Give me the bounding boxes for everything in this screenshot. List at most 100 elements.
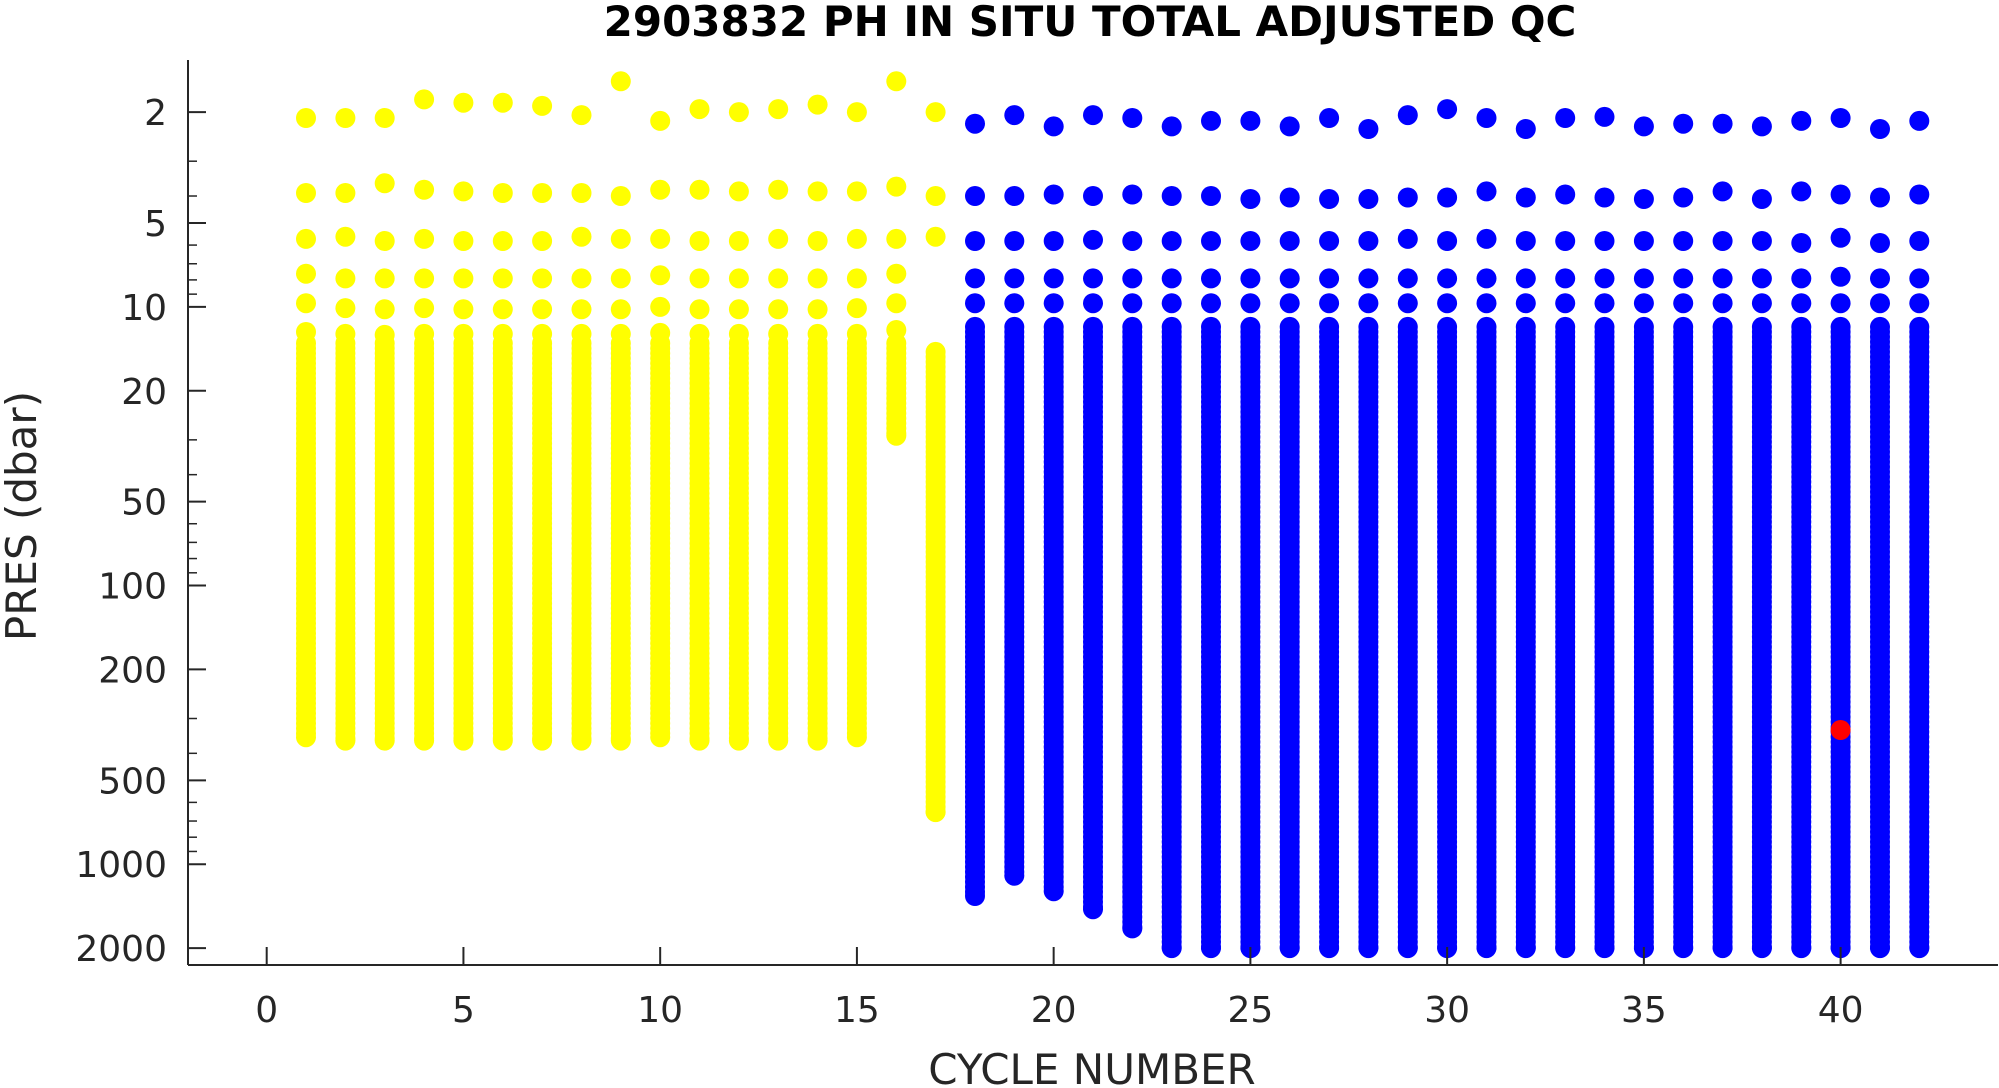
- data-point: [886, 425, 907, 446]
- data-point: [1201, 110, 1221, 131]
- data-point: [728, 730, 749, 751]
- data-point: [414, 730, 435, 751]
- data-point: [296, 263, 316, 284]
- data-point: [1476, 938, 1497, 959]
- data-point: [1279, 187, 1300, 208]
- data-point: [1279, 268, 1300, 289]
- data-point: [689, 99, 710, 120]
- data-point: [1201, 938, 1221, 959]
- data-point: [1122, 108, 1143, 128]
- data-point: [571, 268, 592, 289]
- data-point: [1201, 293, 1221, 314]
- data-point: [1791, 110, 1812, 131]
- data-point: [1122, 918, 1143, 939]
- data-point: [453, 181, 474, 202]
- data-point: [610, 186, 631, 206]
- data-point: [689, 730, 710, 751]
- data-point: [1515, 187, 1536, 208]
- data-point: [925, 186, 946, 206]
- data-point: [807, 181, 828, 202]
- data-point: [886, 176, 907, 197]
- data-point: [807, 268, 828, 289]
- data-point: [453, 730, 474, 751]
- data-point: [1633, 189, 1654, 209]
- data-point: [1633, 293, 1654, 314]
- data-point: [1397, 105, 1418, 126]
- data-point: [1791, 293, 1812, 314]
- data-point: [1555, 938, 1576, 959]
- data-point: [1830, 108, 1851, 128]
- data-point: [886, 293, 907, 314]
- data-point: [492, 299, 513, 320]
- x-tick-label: 25: [1227, 990, 1273, 1031]
- data-point: [1870, 938, 1890, 959]
- data-point: [296, 293, 316, 314]
- data-point: [1555, 268, 1576, 289]
- data-point: [846, 298, 867, 319]
- data-point: [532, 730, 553, 751]
- data-point: [886, 228, 907, 249]
- data-point: [1751, 189, 1772, 209]
- data-point: [610, 228, 631, 249]
- y-axis-label: PRES (dbar): [0, 391, 46, 641]
- x-axis-label: CYCLE NUMBER: [928, 1045, 1256, 1088]
- data-point: [492, 231, 513, 251]
- data-point: [1751, 268, 1772, 289]
- data-point: [1083, 229, 1103, 250]
- data-point: [1083, 899, 1103, 920]
- axes: [187, 60, 1998, 966]
- data-point: [650, 228, 671, 249]
- data-point: [728, 268, 749, 289]
- data-point: [1909, 110, 1930, 131]
- data-point: [965, 113, 985, 134]
- data-point: [610, 730, 631, 751]
- data-point: [1712, 181, 1733, 202]
- data-point: [768, 268, 789, 289]
- data-point: [414, 89, 435, 110]
- data-point: [1043, 293, 1064, 314]
- data-point: [1594, 231, 1615, 251]
- data-point: [335, 298, 356, 319]
- data-point-flagged: [1830, 720, 1851, 740]
- data-point: [1240, 268, 1261, 289]
- data-point: [807, 231, 828, 251]
- data-point: [1870, 233, 1890, 253]
- data-point: [650, 296, 671, 317]
- data-point: [965, 231, 985, 251]
- y-tick-label: 200: [98, 650, 167, 691]
- data-point: [689, 268, 710, 289]
- data-point: [965, 293, 985, 314]
- data-point: [1319, 189, 1340, 209]
- data-point: [728, 181, 749, 202]
- data-point: [965, 886, 985, 906]
- data-point: [1319, 108, 1340, 128]
- data-point: [1319, 938, 1340, 959]
- data-point: [846, 727, 867, 748]
- data-point: [1515, 268, 1536, 289]
- data-point: [846, 268, 867, 289]
- data-point: [768, 99, 789, 120]
- data-point: [335, 226, 356, 247]
- data-point: [1909, 268, 1930, 289]
- data-point: [1397, 268, 1418, 289]
- x-tick-label: 30: [1424, 990, 1470, 1031]
- data-point: [1830, 227, 1851, 248]
- data-point: [1476, 108, 1497, 128]
- data-point: [768, 179, 789, 200]
- data-point: [1004, 865, 1025, 886]
- data-point: [414, 228, 435, 249]
- data-point: [374, 231, 395, 251]
- data-point: [1476, 268, 1497, 289]
- data-point: [1633, 268, 1654, 289]
- data-point: [414, 179, 435, 200]
- y-tick-label: 50: [121, 483, 167, 524]
- data-point: [1515, 938, 1536, 959]
- data-point: [532, 231, 553, 251]
- data-point: [1870, 187, 1890, 208]
- y-tick-label: 2: [144, 93, 167, 134]
- data-point: [1791, 268, 1812, 289]
- data-point: [1751, 231, 1772, 251]
- data-point: [1830, 184, 1851, 205]
- data-point: [1279, 231, 1300, 251]
- data-point: [650, 265, 671, 286]
